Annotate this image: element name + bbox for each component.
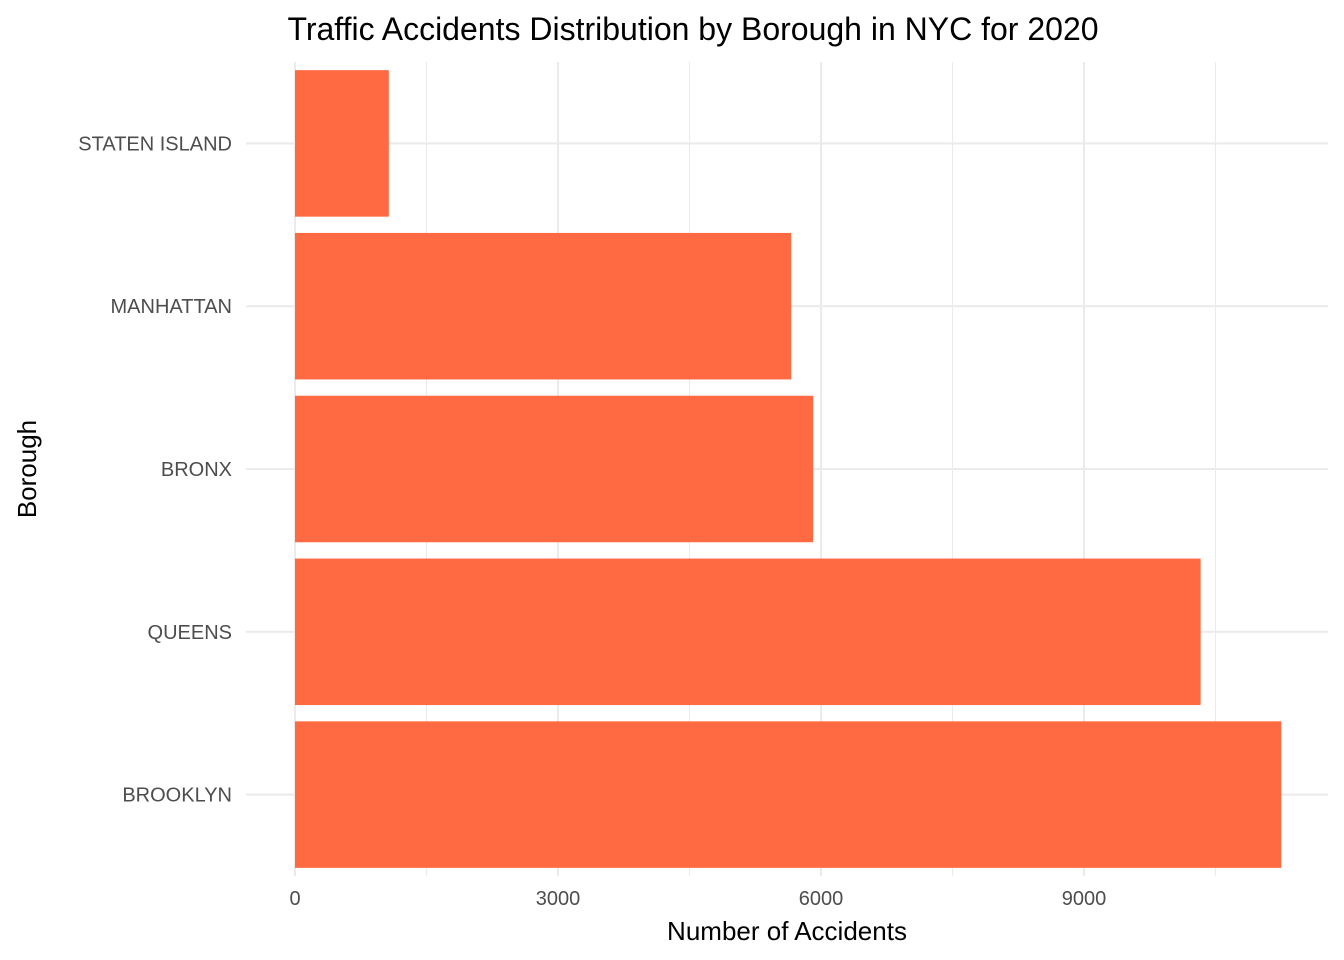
x-tick-label: 9000 xyxy=(1062,888,1107,910)
x-axis-title: Number of Accidents xyxy=(667,916,907,946)
y-axis-title: Borough xyxy=(12,420,42,518)
bar-bronx xyxy=(295,395,814,543)
y-tick-label: STATEN ISLAND xyxy=(78,133,232,155)
y-tick-label: BROOKLYN xyxy=(122,785,232,807)
bar-manhattan xyxy=(295,232,792,380)
bar-staten-island xyxy=(295,70,389,217)
x-tick-labels: 0 3000 6000 9000 xyxy=(289,888,1106,910)
y-tick-label: BRONX xyxy=(161,459,232,481)
x-tick-label: 0 xyxy=(289,888,300,910)
chart-title: Traffic Accidents Distribution by Boroug… xyxy=(287,11,1098,47)
bars xyxy=(295,70,1282,868)
bar-brooklyn xyxy=(295,721,1282,868)
bar-queens xyxy=(295,558,1201,706)
y-tick-label: MANHATTAN xyxy=(111,296,232,318)
y-tick-label: QUEENS xyxy=(148,622,232,644)
y-tick-labels: BROOKLYN QUEENS BRONX MANHATTAN STATEN ISLAN… xyxy=(78,133,232,806)
x-tick-label: 6000 xyxy=(799,888,844,910)
x-tick-label: 3000 xyxy=(536,888,581,910)
